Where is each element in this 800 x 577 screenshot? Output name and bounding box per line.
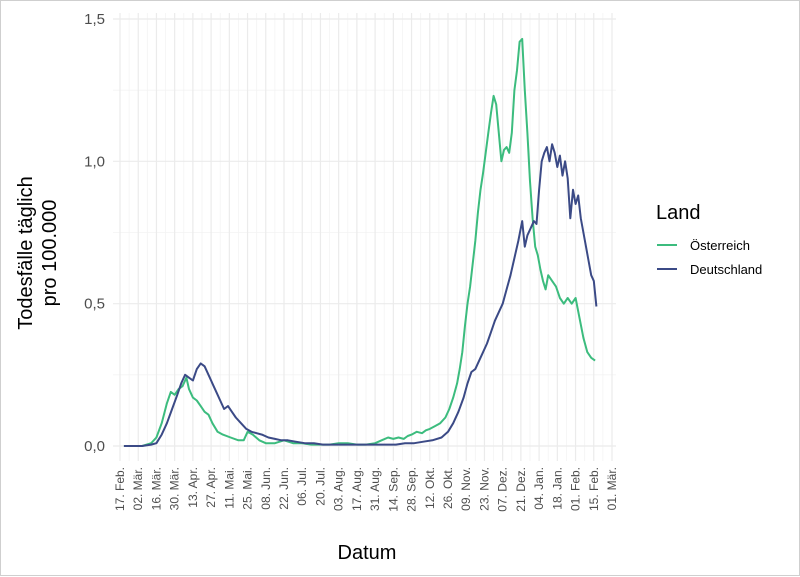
legend: Land Österreich Deutschland bbox=[656, 202, 762, 277]
x-tick-label: 04. Jan. bbox=[532, 467, 546, 510]
y-axis-ticks: 0,0 0,5 1,0 1,5 bbox=[84, 11, 105, 455]
x-tick-label: 23. Nov. bbox=[477, 467, 491, 511]
x-tick-label: 20. Jul. bbox=[313, 467, 327, 506]
grid-minor bbox=[113, 13, 616, 461]
y-tick-label: 0,0 bbox=[84, 438, 105, 455]
x-tick-label: 17. Feb. bbox=[113, 467, 127, 511]
y-axis-title-line-2: pro 100.000 bbox=[39, 200, 61, 307]
x-tick-label: 16. Mär. bbox=[149, 467, 163, 510]
x-tick-label: 07. Dez. bbox=[496, 467, 510, 512]
x-tick-label: 28. Sep. bbox=[405, 467, 419, 512]
x-tick-label: 01. Feb. bbox=[569, 467, 583, 511]
x-tick-label: 15. Feb. bbox=[587, 467, 601, 511]
x-tick-label: 06. Jul. bbox=[295, 467, 309, 506]
x-tick-label: 25. Mai. bbox=[241, 467, 255, 510]
y-tick-label: 0,5 bbox=[84, 296, 105, 313]
x-tick-label: 09. Nov. bbox=[459, 467, 473, 511]
x-tick-label: 31. Aug. bbox=[368, 467, 382, 511]
x-tick-label: 14. Sep. bbox=[386, 467, 400, 512]
x-tick-label: 18. Jan. bbox=[550, 467, 564, 510]
x-tick-label: 02. Mär. bbox=[131, 467, 145, 510]
y-tick-label: 1,5 bbox=[84, 11, 105, 28]
x-tick-label: 01. Mär. bbox=[605, 467, 619, 510]
x-tick-label: 17. Aug. bbox=[350, 467, 364, 511]
y-tick-label: 1,0 bbox=[84, 153, 105, 170]
grid-major bbox=[113, 13, 616, 461]
y-axis-title-line-1: Todesfälle täglich bbox=[15, 176, 37, 329]
x-tick-label: 27. Apr. bbox=[204, 467, 218, 508]
series-layer bbox=[123, 37, 598, 447]
x-tick-label: 08. Jun. bbox=[259, 467, 273, 510]
x-tick-label: 22. Jun. bbox=[277, 467, 291, 510]
y-axis-title: Todesfälle täglich pro 100.000 bbox=[15, 176, 61, 329]
legend-label-oesterreich: Österreich bbox=[690, 238, 750, 253]
legend-label-deutschland: Deutschland bbox=[690, 262, 762, 277]
series-line-deutschland bbox=[123, 143, 598, 447]
x-tick-label: 11. Mai. bbox=[222, 467, 236, 509]
x-axis-ticks: 17. Feb. 02. Mär. 16. Mär. 30. Mär. 13. Apr.… bbox=[113, 467, 619, 512]
x-tick-label: 21. Dez. bbox=[514, 467, 528, 512]
legend-title: Land bbox=[656, 202, 701, 224]
x-axis-title: Datum bbox=[338, 542, 397, 564]
x-tick-label: 12. Okt. bbox=[423, 467, 437, 509]
x-tick-label: 13. Apr. bbox=[186, 467, 200, 508]
x-tick-label: 03. Aug. bbox=[332, 467, 346, 511]
x-tick-label: 30. Mär. bbox=[168, 467, 182, 510]
x-tick-label: 26. Okt. bbox=[441, 467, 455, 509]
series-line-oesterreich bbox=[123, 37, 596, 447]
